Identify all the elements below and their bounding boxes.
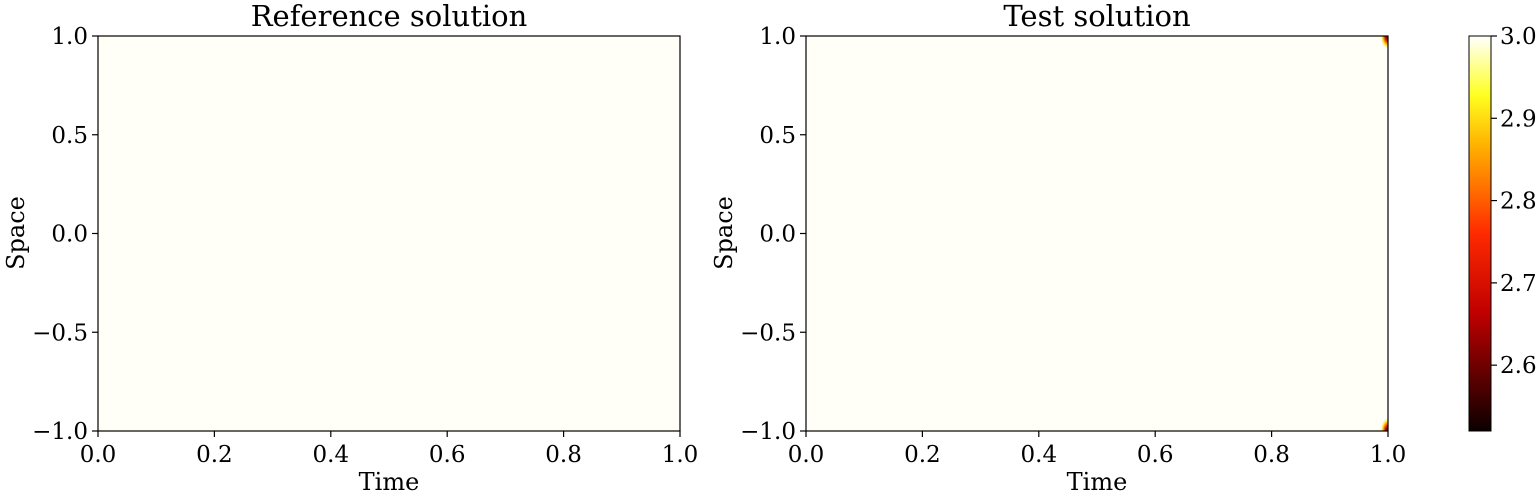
y-tick-label: −1.0 bbox=[740, 419, 796, 445]
x-tick-label: 0.8 bbox=[1253, 442, 1290, 468]
x-tick-label: 0.8 bbox=[545, 442, 582, 468]
y-tick-label: −1.0 bbox=[32, 419, 88, 445]
y-axis-label: Space bbox=[710, 196, 738, 270]
colorbar-tick-label: 2.7 bbox=[1500, 271, 1537, 297]
colorbar-gradient bbox=[1468, 35, 1492, 432]
x-tick-label: 1.0 bbox=[662, 442, 699, 468]
x-tick-label: 0.0 bbox=[80, 442, 117, 468]
y-tick-label: 0.0 bbox=[51, 222, 88, 248]
y-axis-ticks: 1.0 0.5 0.0 −0.5 −1.0 bbox=[740, 24, 806, 445]
x-axis-label: Time bbox=[1067, 468, 1128, 496]
y-tick-label: −0.5 bbox=[32, 320, 88, 346]
colorbar: 3.0 2.9 2.8 2.7 2.6 bbox=[1468, 24, 1537, 432]
heatmap-area bbox=[805, 35, 1389, 432]
reference-solution-panel: Reference solution 0.0 0.2 0.4 0.6 0.8 1.0 1.… bbox=[2, 0, 698, 496]
hotspot bbox=[1380, 36, 1388, 50]
y-axis-ticks: 1.0 0.5 0.0 −0.5 −1.0 bbox=[32, 24, 98, 445]
x-tick-label: 0.4 bbox=[313, 442, 350, 468]
x-tick-label: 0.2 bbox=[904, 442, 941, 468]
x-axis-ticks: 0.0 0.2 0.4 0.6 0.8 1.0 bbox=[80, 431, 699, 468]
y-tick-label: 0.5 bbox=[51, 123, 88, 149]
panel-title: Reference solution bbox=[251, 0, 528, 33]
x-tick-label: 0.6 bbox=[429, 442, 466, 468]
colorbar-tick-label: 2.6 bbox=[1500, 353, 1537, 379]
y-tick-label: −0.5 bbox=[740, 320, 796, 346]
y-axis-label: Space bbox=[2, 196, 30, 270]
heatmap-area bbox=[97, 35, 681, 432]
x-axis-ticks: 0.0 0.2 0.4 0.6 0.8 1.0 bbox=[788, 431, 1407, 468]
y-tick-label: 0.5 bbox=[759, 123, 796, 149]
colorbar-tick-label: 3.0 bbox=[1500, 24, 1537, 50]
y-tick-label: 0.0 bbox=[759, 222, 796, 248]
y-tick-label: 1.0 bbox=[51, 24, 88, 50]
colorbar-ticks: 3.0 2.9 2.8 2.7 2.6 bbox=[1491, 24, 1537, 379]
x-tick-label: 0.2 bbox=[196, 442, 233, 468]
x-axis-label: Time bbox=[359, 468, 420, 496]
x-tick-label: 0.4 bbox=[1021, 442, 1058, 468]
y-tick-label: 1.0 bbox=[759, 24, 796, 50]
test-solution-panel: Test solution 0.0 0.2 0.4 0.6 0.8 1.0 1.0 0.5 0… bbox=[710, 0, 1406, 496]
colorbar-tick-label: 2.9 bbox=[1500, 106, 1537, 132]
colorbar-tick-label: 2.8 bbox=[1500, 189, 1537, 215]
x-tick-label: 0.0 bbox=[788, 442, 825, 468]
x-tick-label: 1.0 bbox=[1370, 442, 1407, 468]
panel-title: Test solution bbox=[1003, 0, 1190, 33]
x-tick-label: 0.6 bbox=[1137, 442, 1174, 468]
hotspot-layer bbox=[1380, 36, 1388, 431]
hotspot bbox=[1380, 417, 1388, 431]
